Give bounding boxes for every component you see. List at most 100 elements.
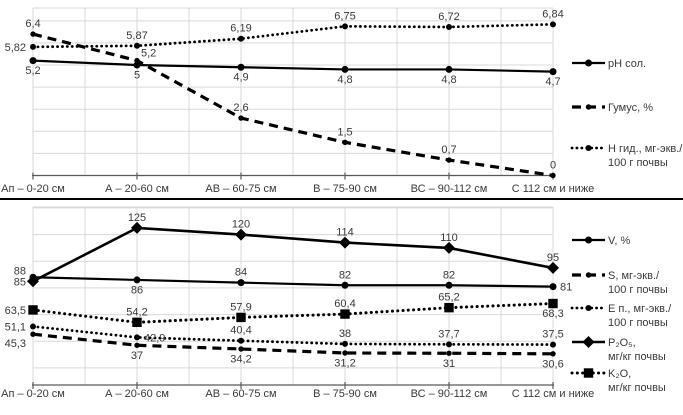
- data-point-circle-marker: [445, 281, 453, 289]
- data-point-label: 68,3: [542, 308, 563, 320]
- data-point-label: 4,9: [233, 72, 248, 84]
- data-point-label: 5: [134, 70, 140, 82]
- data-point-label: 5,82: [5, 42, 26, 54]
- data-point-dot-marker: [550, 172, 556, 179]
- data-point-label: 6,4: [25, 18, 40, 30]
- data-point-label: 125: [128, 212, 146, 224]
- data-point-label: 63,5: [5, 305, 26, 317]
- data-point-square-marker: [444, 302, 454, 313]
- data-point-label: 37,7: [438, 328, 459, 340]
- data-point-circle-marker: [237, 279, 245, 287]
- legend-label: K₂O, мг/кг почвы: [608, 368, 666, 394]
- data-point-circle-sm-marker: [342, 340, 348, 347]
- series-2: 51,1 42,9 40,4 38 37,7 37,5: [5, 321, 564, 348]
- data-point-label: 6,72: [438, 11, 459, 23]
- data-point-label: 6,75: [334, 10, 355, 22]
- data-point-label: 0: [550, 160, 556, 172]
- data-point-dot-marker: [585, 272, 592, 278]
- chart-ph-humus-acidity: Ап – 0-20 см А – 20-60 см АВ – 60-75 см В –…: [1, 7, 683, 195]
- data-point-label: 6,84: [542, 8, 563, 20]
- data-point-circle-marker: [341, 65, 349, 73]
- x-axis-label: В – 75-90 см: [313, 183, 377, 195]
- data-point-circle-sm-marker: [30, 43, 36, 50]
- data-point-label: 54,2: [126, 306, 147, 318]
- data-point-circle-marker: [445, 65, 453, 73]
- data-point-label: 4,8: [337, 74, 352, 86]
- legend-item: P₂O₅, мг/кг почвы: [572, 336, 666, 363]
- data-point-diamond-marker: [443, 241, 455, 254]
- x-axis-label: С 112 см и ниже: [512, 388, 595, 400]
- data-point-dot-marker: [30, 31, 36, 37]
- series-line: [32, 276, 554, 288]
- data-point-circle-sm-marker: [30, 323, 36, 330]
- data-point-circle-sm-marker: [238, 337, 244, 344]
- data-point-label: 45,3: [5, 338, 26, 350]
- data-point-label: 114: [336, 227, 354, 239]
- series-line: [31, 325, 555, 347]
- series-0: 88 86 84 82 82 81: [14, 265, 573, 296]
- data-point-label: 4,8: [441, 74, 456, 86]
- data-point-label: 65,2: [438, 292, 459, 304]
- x-axis-label: АВ – 60-75 см: [205, 388, 276, 400]
- data-point-label: 40,4: [230, 325, 251, 337]
- legend-item: pH сол.: [572, 58, 646, 70]
- data-point-dot-marker: [446, 157, 452, 163]
- data-point-diamond-marker: [27, 275, 39, 288]
- data-point-circle-marker: [585, 236, 592, 244]
- x-axis: [32, 172, 554, 180]
- data-point-label: 82: [339, 269, 351, 281]
- data-point-dot-marker: [238, 346, 244, 352]
- data-point-label: 34,2: [230, 354, 251, 366]
- data-point-circle-marker: [29, 57, 37, 65]
- data-point-circle-sm-marker: [446, 24, 452, 31]
- data-point-label: 95: [547, 252, 559, 264]
- series-2: 5,82 5,87 6,19 6,75 6,72 6,84: [5, 8, 564, 54]
- legend-item: Н гид., мг-экв./100 г почвы: [570, 143, 683, 169]
- legend-item: V, %: [572, 235, 630, 247]
- data-point-circle-sm-marker: [342, 23, 348, 30]
- x-axis-label: С 112 см и ниже: [512, 183, 595, 195]
- data-point-label: 6,19: [230, 23, 251, 35]
- data-point-dot-marker: [238, 115, 244, 121]
- data-point-label: 81: [560, 282, 572, 294]
- x-axis-label: Ап – 0-20 см: [1, 183, 65, 195]
- data-point-label: 60,4: [334, 298, 355, 310]
- data-point-label: 110: [440, 232, 458, 244]
- data-point-label: 37: [131, 350, 143, 362]
- legend-label: pH сол.: [608, 58, 646, 70]
- legend-label: S, мг-экв./100 г почвы: [608, 270, 668, 296]
- data-point-square-marker: [28, 305, 38, 315]
- series-4: 63,5 54,2 57,9 60,4 65,2 68,3: [5, 292, 564, 328]
- data-point-square-marker: [236, 312, 246, 323]
- x-axis-label: А – 20-60 см: [105, 388, 169, 400]
- data-point-label: 86: [131, 284, 143, 296]
- data-point-diamond-marker: [582, 336, 595, 348]
- x-axis-label: В – 75-90 см: [313, 388, 377, 400]
- x-axis: [32, 382, 554, 389]
- series-3: 85 125 120 114 110 95: [14, 212, 559, 288]
- data-point-label: 38: [339, 328, 351, 340]
- x-axis-label: АВ – 60-75 см: [205, 183, 276, 195]
- data-point-circle-marker: [133, 276, 141, 284]
- series-1: 6,4 5,2 2,6 1,5 0,7 0: [25, 18, 556, 179]
- data-point-dot-marker: [550, 351, 556, 357]
- series-1: 45,3 37 34,2 31,2 31 30,6: [5, 331, 564, 370]
- data-point-circle-marker: [585, 59, 592, 67]
- data-point-dot-marker: [134, 342, 140, 348]
- series-line: [32, 332, 554, 356]
- data-point-label: 4,7: [545, 76, 560, 88]
- legend-label: Гумус, %: [608, 102, 653, 114]
- x-axis-label: ВС – 90-112 см: [411, 388, 488, 400]
- data-point-label: 37,5: [542, 329, 563, 341]
- data-point-circle-sm-marker: [585, 145, 592, 151]
- data-point-dot-marker: [446, 350, 452, 356]
- legend-label: P₂O₅, мг/кг почвы: [608, 337, 666, 363]
- data-point-label: 82: [443, 269, 455, 281]
- legend-item: Гумус, %: [572, 102, 653, 114]
- gridlines: [32, 7, 554, 176]
- data-point-label: 5,87: [126, 30, 147, 42]
- data-point-dot-marker: [342, 139, 348, 146]
- x-axis-label: Ап – 0-20 см: [1, 388, 65, 400]
- data-point-square-marker: [548, 298, 558, 309]
